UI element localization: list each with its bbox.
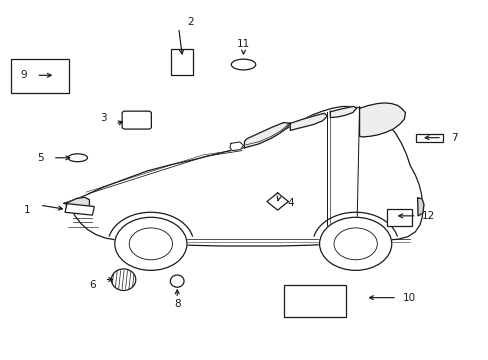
FancyBboxPatch shape <box>122 111 151 129</box>
Bar <box>386 209 411 226</box>
Text: 8: 8 <box>174 299 180 309</box>
Polygon shape <box>266 193 288 210</box>
Ellipse shape <box>68 154 87 162</box>
Polygon shape <box>359 103 405 137</box>
Bar <box>283 285 345 317</box>
Bar <box>415 134 442 141</box>
Polygon shape <box>417 198 423 216</box>
Text: 7: 7 <box>450 133 457 143</box>
Polygon shape <box>244 123 290 148</box>
Text: 3: 3 <box>100 113 106 123</box>
Polygon shape <box>229 142 243 150</box>
Text: 4: 4 <box>287 198 294 208</box>
Bar <box>11 59 69 93</box>
Polygon shape <box>64 107 422 246</box>
Text: 10: 10 <box>402 293 415 303</box>
Polygon shape <box>330 107 356 118</box>
Text: 6: 6 <box>89 280 96 290</box>
Text: 12: 12 <box>421 211 434 221</box>
Polygon shape <box>65 204 94 215</box>
Ellipse shape <box>231 59 255 70</box>
Ellipse shape <box>111 269 136 291</box>
Polygon shape <box>66 197 89 211</box>
Text: 1: 1 <box>24 206 31 216</box>
Circle shape <box>319 217 391 270</box>
Ellipse shape <box>170 275 183 287</box>
Text: 5: 5 <box>37 153 44 163</box>
Bar <box>171 49 192 75</box>
Text: 2: 2 <box>187 17 194 27</box>
Polygon shape <box>290 113 327 131</box>
Circle shape <box>115 217 186 270</box>
Text: 11: 11 <box>236 40 250 49</box>
Text: 9: 9 <box>21 70 27 80</box>
